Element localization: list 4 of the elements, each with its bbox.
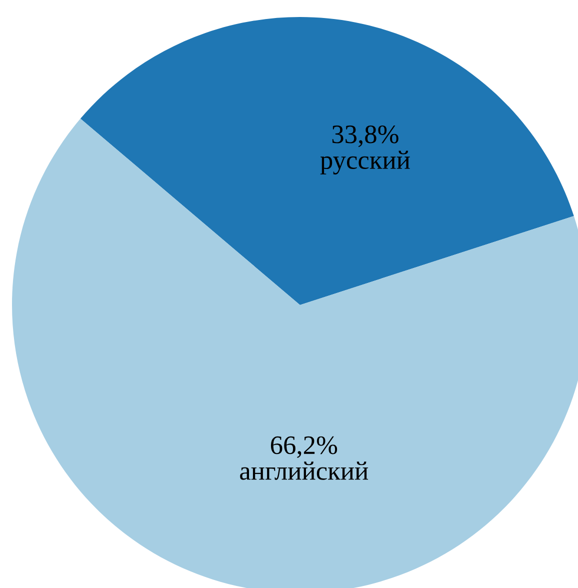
slice-label: русский — [320, 150, 410, 174]
slice-label: английский — [240, 462, 368, 480]
data-label: 33,8% — [332, 125, 398, 148]
data-label: 66,2% — [270, 436, 338, 458]
